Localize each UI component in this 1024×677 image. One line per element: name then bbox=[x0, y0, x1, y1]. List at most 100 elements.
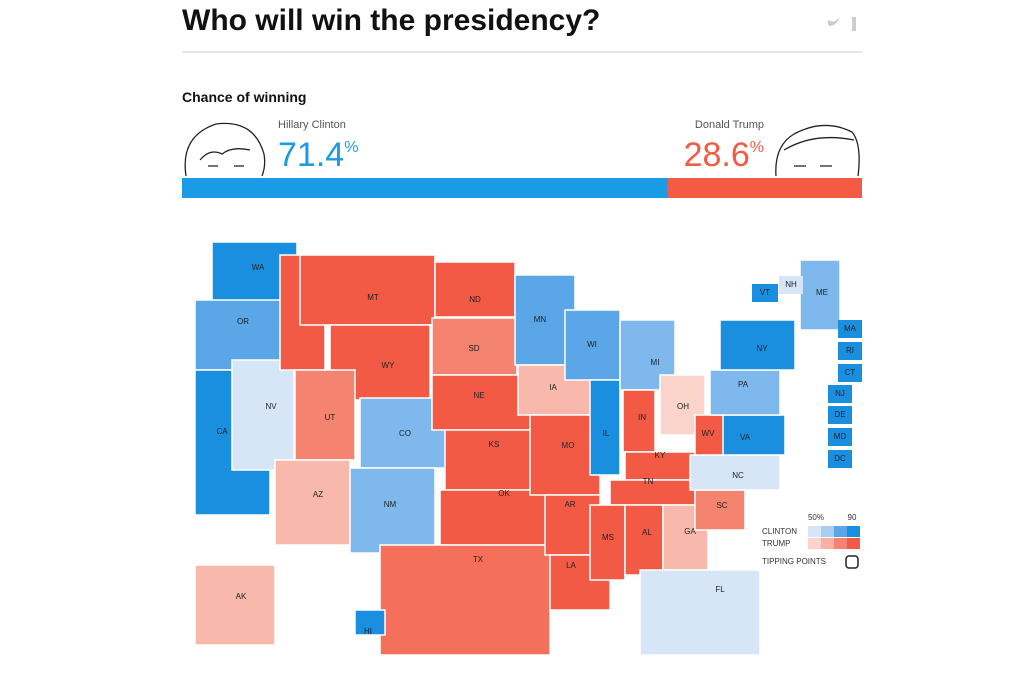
legend-high: 90 bbox=[848, 513, 857, 522]
state-label: AL bbox=[642, 528, 652, 537]
state-label: NH bbox=[785, 280, 797, 289]
legend-swatch bbox=[834, 538, 847, 549]
trump-percent: 28.6% bbox=[684, 136, 764, 174]
state-label: ND bbox=[469, 295, 481, 304]
state-box bbox=[828, 406, 852, 424]
legend-swatch bbox=[808, 538, 821, 549]
state-label: MN bbox=[534, 315, 547, 324]
state-label: PA bbox=[738, 380, 749, 389]
state-label: KY bbox=[655, 451, 666, 460]
probability-bar bbox=[182, 178, 668, 198]
state-label: RI bbox=[846, 346, 854, 355]
legend-swatch bbox=[821, 526, 834, 537]
state bbox=[694, 414, 724, 456]
state-label: NJ bbox=[835, 389, 845, 398]
state-label: MO bbox=[562, 441, 575, 450]
legend-clinton: CLINTON bbox=[762, 527, 797, 536]
state bbox=[589, 504, 626, 581]
state bbox=[194, 299, 296, 371]
state bbox=[719, 319, 796, 371]
state bbox=[709, 369, 781, 416]
state-label: IA bbox=[549, 383, 557, 392]
state bbox=[354, 609, 386, 636]
state-label: MD bbox=[834, 432, 847, 441]
state bbox=[564, 309, 621, 381]
state bbox=[689, 454, 781, 491]
legend-tipping: TIPPING POINTS bbox=[762, 557, 826, 566]
state-label: AR bbox=[564, 500, 575, 509]
state-label: SC bbox=[716, 501, 727, 510]
state-label: SD bbox=[468, 344, 479, 353]
state-label: FL bbox=[715, 585, 725, 594]
state-label: CO bbox=[399, 429, 411, 438]
probability-bar bbox=[667, 178, 862, 198]
legend-tipping-box bbox=[845, 555, 859, 569]
state-label: MI bbox=[651, 358, 660, 367]
trump-face bbox=[775, 124, 860, 177]
state bbox=[194, 564, 276, 646]
state-label: VT bbox=[760, 288, 770, 297]
legend-swatch bbox=[847, 526, 860, 537]
state-box bbox=[828, 428, 852, 446]
state-label: KS bbox=[489, 440, 500, 449]
state-label: MS bbox=[602, 533, 614, 542]
clinton-name: Hillary Clinton bbox=[278, 119, 346, 131]
state-label: NC bbox=[732, 471, 744, 480]
state-label: MT bbox=[367, 293, 379, 302]
state-label: HI bbox=[364, 627, 372, 636]
legend-trump: TRUMP bbox=[762, 539, 790, 548]
state bbox=[639, 569, 761, 656]
state-box bbox=[828, 385, 852, 403]
state bbox=[431, 317, 518, 376]
legend-swatch bbox=[821, 538, 834, 549]
state-label: OR bbox=[237, 317, 249, 326]
state-label: DC bbox=[834, 454, 846, 463]
state-box bbox=[838, 320, 862, 338]
state-label: IN bbox=[638, 413, 646, 422]
state-label: WI bbox=[587, 340, 597, 349]
state-label: TN bbox=[643, 477, 654, 486]
state bbox=[799, 259, 841, 331]
state-label: VA bbox=[740, 433, 751, 442]
legend-low: 50% bbox=[808, 513, 824, 522]
state bbox=[439, 489, 551, 546]
state-label: NY bbox=[756, 344, 768, 353]
state bbox=[624, 451, 696, 481]
legend-swatch bbox=[808, 526, 821, 537]
state-label: CT bbox=[845, 368, 856, 377]
state bbox=[719, 414, 786, 456]
state bbox=[294, 369, 356, 461]
clinton-percent: 71.4% bbox=[278, 136, 358, 174]
state-label: MA bbox=[844, 324, 857, 333]
state-label: AZ bbox=[313, 490, 323, 499]
share-icons[interactable] bbox=[827, 17, 856, 31]
forecast-label: Chance of winning bbox=[182, 89, 306, 105]
state-box bbox=[838, 364, 862, 382]
legend-swatch bbox=[847, 538, 860, 549]
state-label: NE bbox=[473, 391, 484, 400]
state-label: LA bbox=[566, 561, 576, 570]
state-label: NM bbox=[384, 500, 397, 509]
state-label: OK bbox=[498, 489, 510, 498]
legend-swatch bbox=[834, 526, 847, 537]
state-box bbox=[828, 450, 852, 468]
state-label: TX bbox=[473, 555, 484, 564]
state bbox=[274, 459, 351, 546]
trump-name: Donald Trump bbox=[695, 119, 764, 131]
state-label: ME bbox=[816, 288, 828, 297]
state bbox=[299, 254, 436, 326]
state-label: UT bbox=[325, 413, 336, 422]
state-label: OH bbox=[677, 402, 689, 411]
state-label: NV bbox=[265, 402, 277, 411]
state bbox=[434, 261, 516, 318]
state-label: GA bbox=[684, 527, 696, 536]
state bbox=[349, 467, 436, 554]
state-label: WA bbox=[252, 263, 265, 272]
state-box bbox=[752, 284, 778, 302]
state-label: DE bbox=[834, 410, 845, 419]
state-box bbox=[779, 276, 803, 294]
state bbox=[694, 489, 746, 531]
clinton-face bbox=[184, 122, 266, 177]
